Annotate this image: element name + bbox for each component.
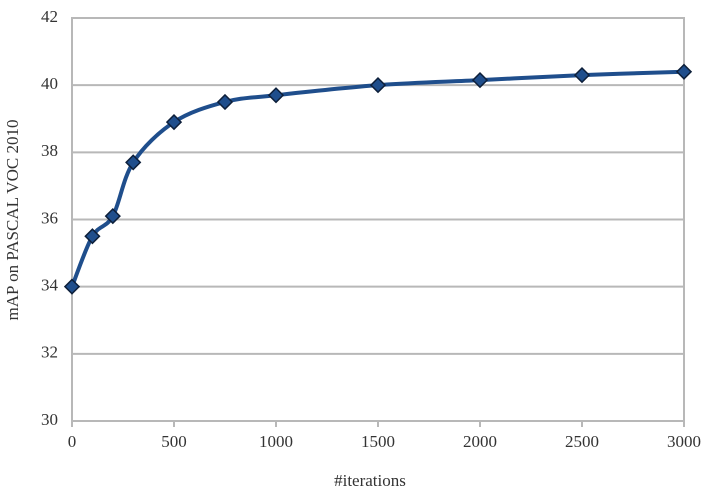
marker [84, 228, 101, 245]
x-tick-label: 2000 [463, 432, 497, 451]
y-tick-label: 38 [41, 141, 58, 160]
marker [573, 66, 591, 84]
marker [165, 113, 183, 131]
x-tick-label: 2500 [565, 432, 599, 451]
marker [125, 154, 142, 171]
marker [675, 63, 693, 80]
x-tick-label: 3000 [667, 432, 701, 451]
marker [369, 77, 387, 94]
y-tick-label: 36 [41, 208, 58, 227]
marker [471, 71, 489, 89]
y-tick-label: 30 [41, 410, 58, 429]
y-tick-label: 40 [41, 74, 58, 93]
marker [63, 278, 81, 295]
line [70, 69, 685, 288]
y-tick-label: 34 [41, 276, 59, 295]
x-tick-label: 500 [161, 432, 187, 451]
plot-frame [71, 17, 685, 422]
x-tick-label: 0 [68, 432, 77, 451]
x-tick-label: 1500 [361, 432, 395, 451]
y-tick-label: 42 [41, 7, 58, 26]
marker [104, 208, 121, 225]
y-axis-label: mAP on PASCAL VOC 2010 [3, 120, 22, 321]
y-tick-label: 32 [41, 343, 58, 362]
marker [216, 93, 234, 111]
x-axis-label: #iterations [334, 471, 406, 490]
marker [267, 87, 285, 104]
x-tick-label: 1000 [259, 432, 293, 451]
